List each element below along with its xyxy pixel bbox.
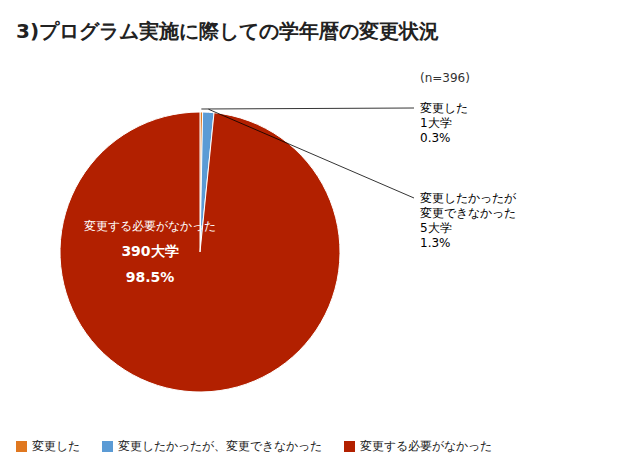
count-label: 1大学: [420, 116, 452, 130]
title: 3)プログラム実施に際しての学年暦の変更状況: [16, 19, 439, 43]
data-label: 0.3%: [420, 131, 451, 145]
slice-label: 変更したかったが変更できなかった: [420, 191, 517, 220]
leader-line: [201, 108, 414, 109]
count-label: 5大学: [420, 221, 452, 235]
legend-label: 変更した: [32, 439, 80, 453]
leader-line: [209, 109, 414, 198]
slice-label: 変更する必要がなかった: [84, 219, 216, 233]
legend: 変更した 変更したかったが、変更できなかった 変更する必要がなかった: [16, 439, 492, 453]
data-label: 98.5%: [126, 269, 175, 285]
slice: [60, 112, 340, 392]
legend-swatch: [344, 441, 355, 452]
legend-label: 変更したかったが、変更できなかった: [118, 439, 322, 453]
legend-swatch: [16, 441, 27, 452]
legend-swatch: [102, 441, 113, 452]
legend-label: 変更する必要がなかった: [360, 439, 492, 453]
data-label: 1.3%: [420, 236, 451, 250]
count-label: 390大学: [121, 243, 178, 259]
pie: [60, 112, 340, 392]
subtitle: (n=396): [420, 71, 470, 85]
slice-label: 変更した: [420, 101, 468, 115]
chart: 3)プログラム実施に際しての学年暦の変更状況(n=396)変更した1大学0.3%…: [0, 0, 640, 469]
